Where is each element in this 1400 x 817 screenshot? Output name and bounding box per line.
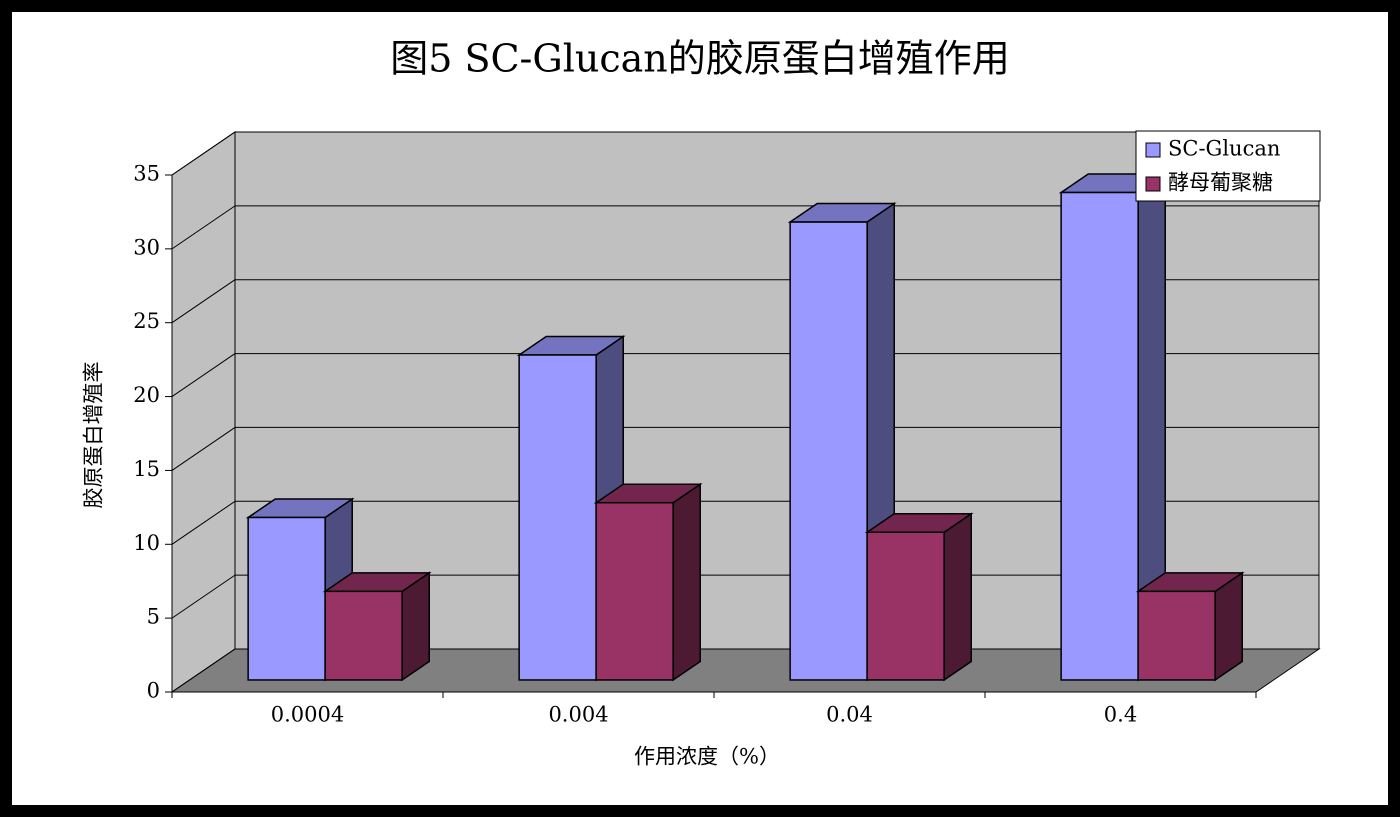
y-tick-label: 15 [133,457,160,481]
grid-line [171,500,236,545]
bar [595,501,674,681]
y-axis-title: 胶原蛋白增殖率 [82,362,106,509]
legend-swatch [1145,142,1161,158]
grid-line [171,648,236,693]
bar [789,221,868,681]
bar [518,354,597,681]
grid-line [171,574,236,619]
chart-title: 图5 SC-Glucan的胶原蛋白增殖作用 [390,37,1010,81]
bar [1060,191,1139,681]
bar-side [672,482,701,682]
y-tick-label: 20 [133,383,160,407]
y-tick-label: 0 [147,679,160,703]
y-tick-label: 30 [133,235,160,259]
grid-line [171,279,236,324]
x-tick-label: 0.004 [548,703,608,727]
bar [247,516,326,681]
y-tick-label: 25 [133,309,160,333]
grid-line [171,427,236,471]
grid-line [171,353,236,397]
legend-swatch [1145,176,1161,192]
x-axis-title: 作用浓度（%） [634,745,780,769]
y-tick-label: 35 [133,162,160,186]
x-tick-label: 0.04 [826,703,873,727]
bar [1137,590,1216,681]
x-tick-label: 0.4 [1104,703,1137,727]
grid-line [171,131,236,176]
side-wall [171,131,236,693]
legend-label: SC-Glucan [1168,137,1280,161]
legend-box [1135,130,1321,202]
legend-label: 酵母葡聚糖 [1168,171,1273,195]
grid-line [171,205,236,250]
y-tick-label: 10 [133,531,160,555]
x-tick-label: 0.0004 [271,703,344,727]
y-tick-label: 5 [147,605,160,629]
bar [324,590,403,681]
bar [866,531,945,681]
bar-side [943,512,972,682]
